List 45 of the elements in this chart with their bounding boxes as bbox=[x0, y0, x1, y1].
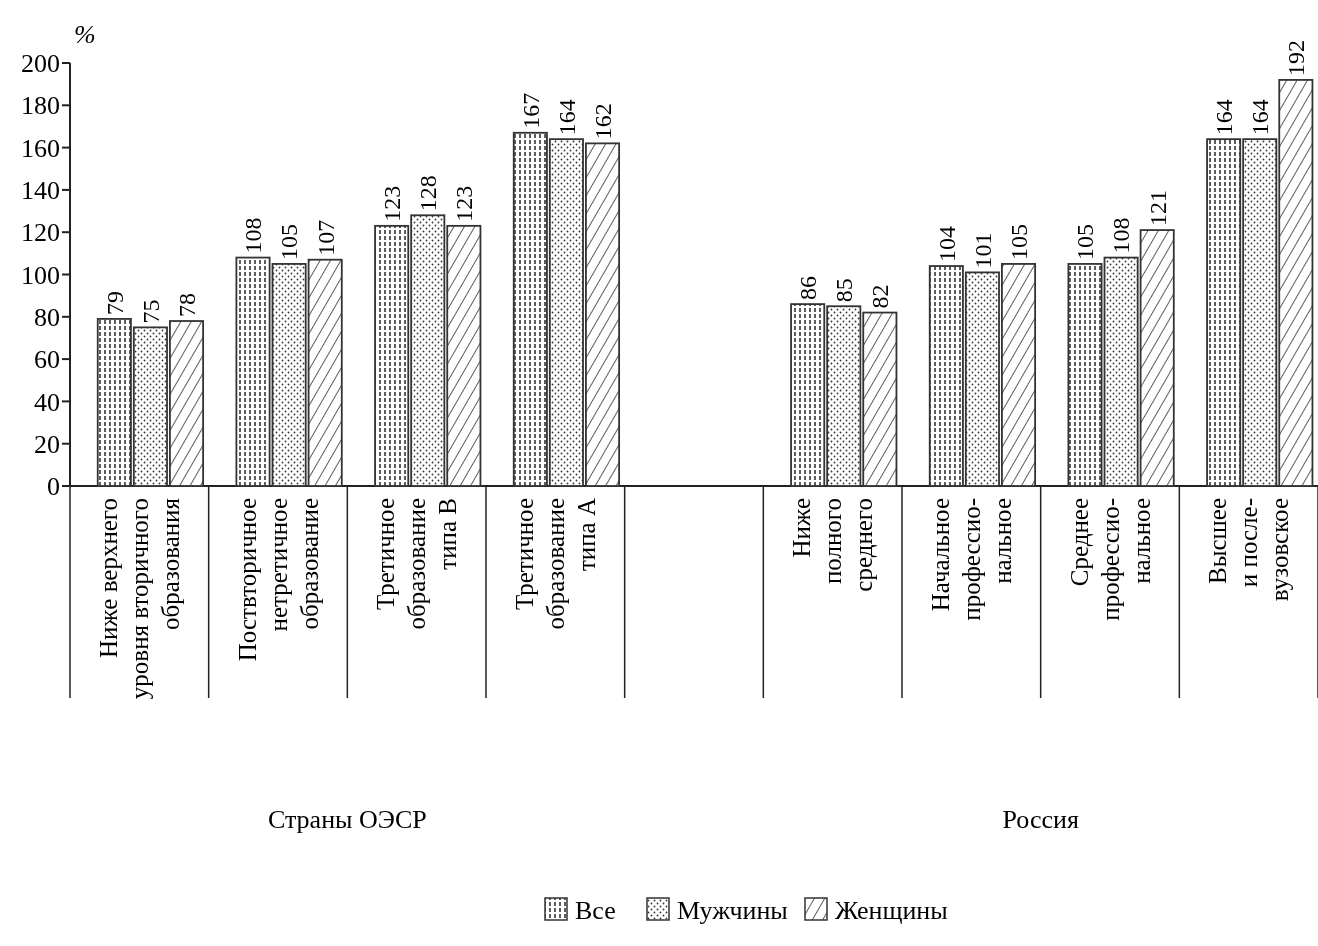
data-label: 86 bbox=[795, 276, 822, 301]
y-tick-label: 140 bbox=[21, 176, 60, 205]
x-tick-label: Ниже верхнего уровня вторичного образования bbox=[95, 497, 185, 700]
data-label: 123 bbox=[379, 185, 406, 222]
data-label: 107 bbox=[312, 219, 339, 256]
data-label: 162 bbox=[589, 103, 616, 140]
data-label: 192 bbox=[1283, 39, 1310, 76]
y-tick-label: 100 bbox=[21, 260, 60, 290]
data-label: 108 bbox=[1108, 217, 1135, 254]
text: Страны ОЭСР bbox=[267, 805, 427, 834]
y-axis-title: % bbox=[74, 20, 96, 49]
data-label: 121 bbox=[1144, 190, 1171, 227]
data-label: 79 bbox=[101, 290, 128, 315]
legend-label: Все bbox=[575, 896, 616, 926]
legend-label: Мужчины bbox=[677, 896, 788, 926]
data-label: 164 bbox=[553, 99, 580, 136]
legend-label: Женщины bbox=[835, 896, 948, 926]
x-tick-label: Третичное образование типа B bbox=[372, 498, 462, 630]
y-tick-label: 60 bbox=[34, 345, 60, 375]
y-tick-label: 80 bbox=[34, 302, 60, 332]
data-label: 105 bbox=[1005, 223, 1032, 260]
text: Россия bbox=[1002, 805, 1079, 834]
data-label: 108 bbox=[240, 217, 267, 254]
data-label: 128 bbox=[415, 175, 442, 212]
data-label: 101 bbox=[969, 232, 996, 269]
data-label: 164 bbox=[1211, 99, 1238, 136]
y-tick-label: 160 bbox=[21, 133, 60, 163]
data-label: 75 bbox=[137, 299, 164, 324]
y-tick-label: 180 bbox=[21, 91, 60, 121]
data-label: 105 bbox=[276, 223, 303, 260]
y-tick-label: 20 bbox=[34, 429, 60, 459]
x-tick-label: Ниже полного среднего bbox=[788, 498, 878, 592]
y-tick-label: 40 bbox=[34, 387, 60, 417]
data-label: 78 bbox=[173, 293, 200, 318]
y-tick-label: 200 bbox=[21, 49, 60, 79]
data-label: 104 bbox=[933, 226, 960, 263]
data-label: 82 bbox=[867, 284, 894, 309]
data-label: 123 bbox=[451, 185, 478, 222]
data-label: 167 bbox=[517, 92, 544, 129]
data-label: 164 bbox=[1247, 99, 1274, 136]
data-label: 105 bbox=[1072, 223, 1099, 260]
data-label: 85 bbox=[831, 278, 858, 303]
y-tick-label: 120 bbox=[21, 218, 60, 248]
y-tick-label: 0 bbox=[47, 472, 60, 502]
x-tick-label: Третичное образование типа A bbox=[511, 498, 601, 630]
